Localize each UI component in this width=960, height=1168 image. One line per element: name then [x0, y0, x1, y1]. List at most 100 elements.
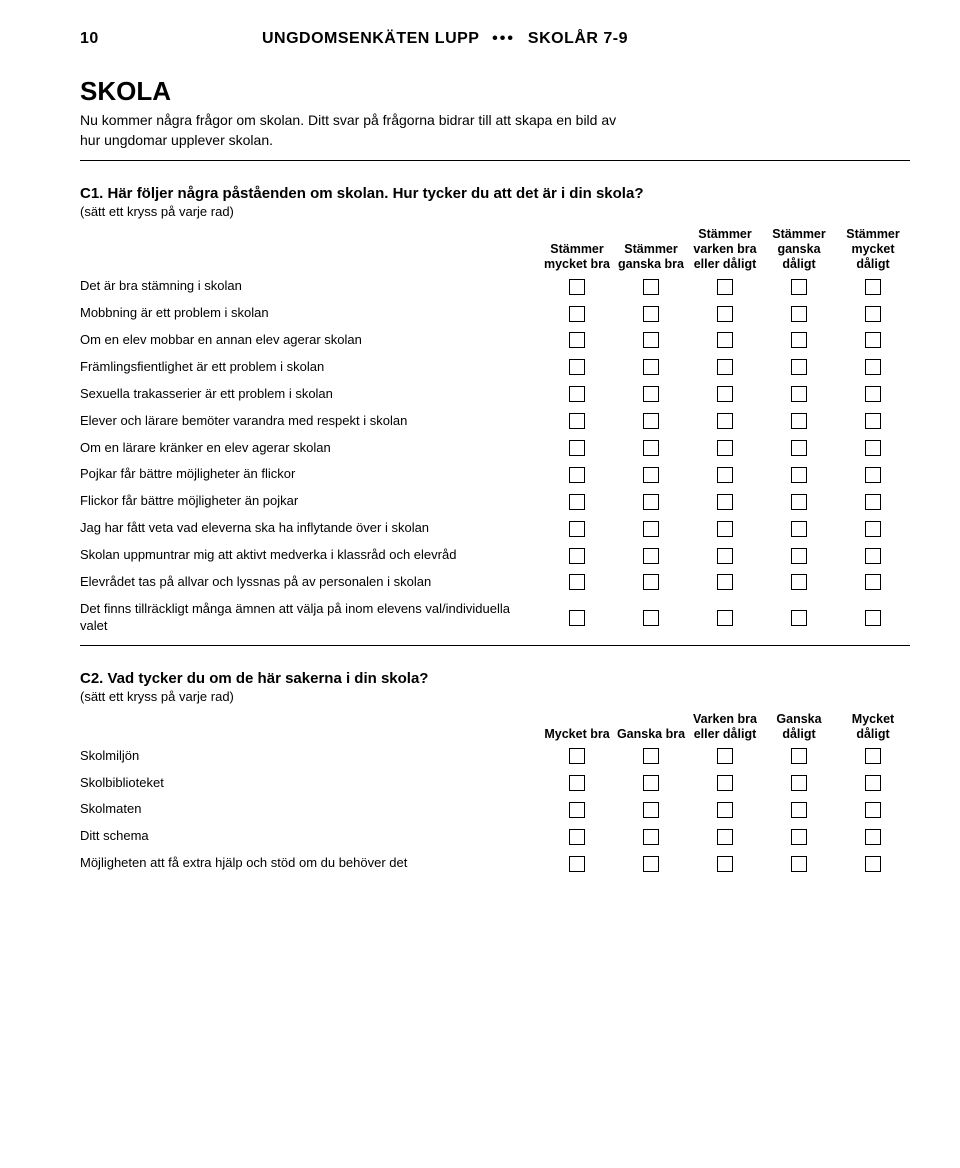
c1-checkbox[interactable] — [569, 386, 585, 402]
c2-checkbox[interactable] — [717, 856, 733, 872]
c1-checkbox[interactable] — [643, 467, 659, 483]
c2-row: Skolbiblioteket — [80, 775, 910, 792]
c1-checkbox[interactable] — [569, 494, 585, 510]
c2-checkbox[interactable] — [569, 775, 585, 791]
c1-checkbox[interactable] — [791, 359, 807, 375]
c1-checkbox[interactable] — [717, 574, 733, 590]
c2-checkbox[interactable] — [791, 802, 807, 818]
c1-cell — [762, 279, 836, 295]
c2-checkbox[interactable] — [865, 775, 881, 791]
c1-checkbox[interactable] — [791, 386, 807, 402]
c2-checkbox[interactable] — [865, 829, 881, 845]
c1-checkbox[interactable] — [865, 610, 881, 626]
c2-checkbox[interactable] — [717, 802, 733, 818]
c1-checkbox[interactable] — [865, 548, 881, 564]
c1-checkbox[interactable] — [643, 574, 659, 590]
c1-checkbox[interactable] — [643, 306, 659, 322]
c1-checkbox[interactable] — [569, 279, 585, 295]
c2-checkbox[interactable] — [717, 775, 733, 791]
c1-checkbox[interactable] — [865, 521, 881, 537]
c1-checkbox[interactable] — [865, 467, 881, 483]
c1-checkbox[interactable] — [791, 306, 807, 322]
c1-checkbox[interactable] — [717, 440, 733, 456]
c1-checkbox[interactable] — [717, 548, 733, 564]
c1-checkbox[interactable] — [643, 359, 659, 375]
c2-checkbox[interactable] — [865, 856, 881, 872]
c1-checkbox[interactable] — [791, 440, 807, 456]
c1-checkbox[interactable] — [717, 359, 733, 375]
c1-checkbox[interactable] — [865, 494, 881, 510]
c2-checkbox[interactable] — [643, 748, 659, 764]
c1-checkbox[interactable] — [569, 413, 585, 429]
c1-checkbox[interactable] — [717, 610, 733, 626]
c1-checkbox[interactable] — [865, 332, 881, 348]
c1-checkbox[interactable] — [643, 386, 659, 402]
c1-checkbox[interactable] — [717, 306, 733, 322]
c2-checkbox[interactable] — [569, 829, 585, 845]
c1-checkbox[interactable] — [717, 494, 733, 510]
c1-checkbox[interactable] — [569, 548, 585, 564]
c1-checkbox[interactable] — [865, 413, 881, 429]
c1-checkbox[interactable] — [865, 279, 881, 295]
c1-checkbox[interactable] — [791, 494, 807, 510]
c2-checkbox[interactable] — [791, 775, 807, 791]
c2-checkbox[interactable] — [643, 802, 659, 818]
c2-checkbox[interactable] — [643, 775, 659, 791]
c1-checkbox[interactable] — [643, 548, 659, 564]
c1-checkbox[interactable] — [717, 467, 733, 483]
c1-checkbox[interactable] — [717, 332, 733, 348]
c2-checkbox[interactable] — [569, 856, 585, 872]
c1-checkbox[interactable] — [569, 574, 585, 590]
c1-checkbox[interactable] — [791, 521, 807, 537]
c1-checkbox[interactable] — [569, 467, 585, 483]
c2-checkbox[interactable] — [569, 748, 585, 764]
c1-checkbox[interactable] — [791, 610, 807, 626]
c1-checkbox[interactable] — [569, 440, 585, 456]
c2-checkbox[interactable] — [865, 748, 881, 764]
c2-checkbox[interactable] — [791, 856, 807, 872]
c1-checkbox[interactable] — [643, 413, 659, 429]
c1-checkbox[interactable] — [569, 332, 585, 348]
c1-checkbox[interactable] — [569, 306, 585, 322]
c1-checkbox[interactable] — [865, 306, 881, 322]
c1-checkbox[interactable] — [569, 521, 585, 537]
c1-checkbox[interactable] — [717, 521, 733, 537]
c1-col-header: Stämmer ganska dåligt — [762, 227, 836, 272]
c1-checkbox[interactable] — [791, 413, 807, 429]
c2-checkbox[interactable] — [717, 748, 733, 764]
c1-cell — [540, 332, 614, 348]
c1-checkbox[interactable] — [643, 332, 659, 348]
c2-checkbox[interactable] — [569, 802, 585, 818]
c1-checkbox[interactable] — [643, 610, 659, 626]
c1-checkbox[interactable] — [865, 359, 881, 375]
c2-checkbox[interactable] — [865, 802, 881, 818]
c1-checkbox[interactable] — [643, 440, 659, 456]
c1-checkbox[interactable] — [717, 279, 733, 295]
c1-checkbox[interactable] — [643, 279, 659, 295]
c1-cell — [836, 574, 910, 590]
c1-checkbox[interactable] — [717, 413, 733, 429]
c1-checkbox[interactable] — [569, 359, 585, 375]
c1-checkbox[interactable] — [717, 386, 733, 402]
c2-checkbox[interactable] — [643, 856, 659, 872]
c1-cell — [688, 467, 762, 483]
c2-cell — [836, 748, 910, 764]
c1-checkbox[interactable] — [791, 574, 807, 590]
c1-checkbox[interactable] — [865, 386, 881, 402]
c1-checkbox[interactable] — [865, 440, 881, 456]
c1-question-hint: (sätt ett kryss på varje rad) — [80, 204, 910, 219]
c1-cell — [836, 548, 910, 564]
c1-checkbox[interactable] — [643, 521, 659, 537]
c1-checkbox[interactable] — [643, 494, 659, 510]
c1-checkbox[interactable] — [865, 574, 881, 590]
c2-checkbox[interactable] — [717, 829, 733, 845]
c2-checkbox[interactable] — [791, 829, 807, 845]
c2-checkbox[interactable] — [791, 748, 807, 764]
c1-checkbox[interactable] — [791, 332, 807, 348]
c2-checkbox[interactable] — [643, 829, 659, 845]
c1-checkbox[interactable] — [791, 548, 807, 564]
c1-checkbox[interactable] — [791, 467, 807, 483]
c1-checkbox[interactable] — [569, 610, 585, 626]
c1-checkbox[interactable] — [791, 279, 807, 295]
c1-cell — [614, 440, 688, 456]
